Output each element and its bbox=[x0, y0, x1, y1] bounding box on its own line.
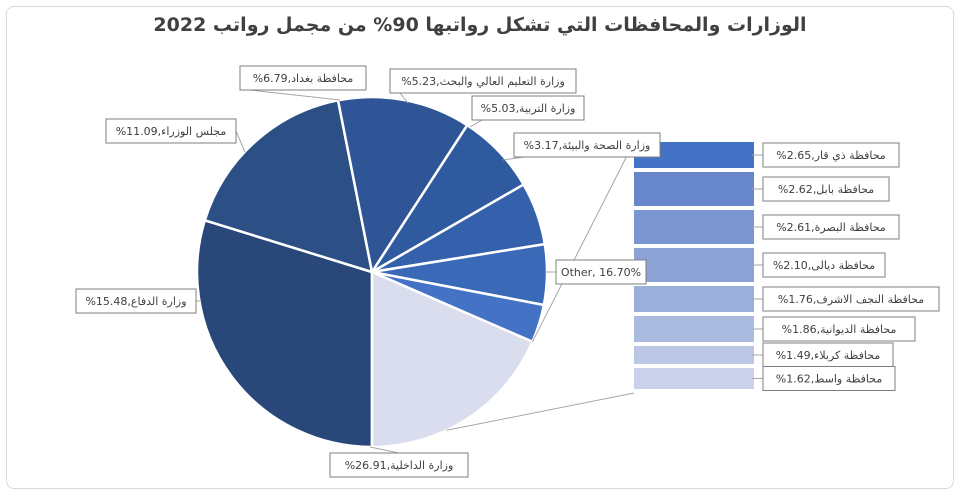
data-label: محافظة بغداد,6.79% bbox=[253, 72, 354, 85]
label-box bbox=[105, 118, 237, 144]
bar-data-label: محافظة ديالى,2.10% bbox=[752, 252, 886, 278]
pie-slice bbox=[336, 95, 469, 276]
bar-segment bbox=[634, 368, 754, 389]
label-box bbox=[513, 132, 661, 158]
label-box bbox=[762, 252, 886, 278]
label-box bbox=[762, 342, 894, 368]
bar-data-label: محافظة الديوانية,1.86% bbox=[752, 316, 916, 342]
data-label: محافظة النجف الاشرف,1.76% bbox=[778, 293, 924, 306]
bar-segment bbox=[634, 286, 754, 312]
bar-segment bbox=[634, 210, 754, 244]
data-label: وزارة التربية,5.03% bbox=[481, 102, 576, 115]
pie-data-label: وزارة الداخلية,26.91% bbox=[329, 446, 469, 478]
pie-data-label: مجلس الوزراء,11.09% bbox=[105, 118, 246, 153]
data-label: محافظة ذي قار,2.65% bbox=[776, 149, 886, 162]
label-leader-line bbox=[235, 130, 246, 153]
label-leader-line bbox=[369, 446, 400, 454]
data-label: محافظة ديالى,2.10% bbox=[773, 259, 875, 272]
bar-data-label: محافظة كربلاء,1.49% bbox=[752, 342, 894, 368]
bar-data-label: محافظة بابل,2.62% bbox=[752, 176, 890, 202]
data-label: محافظة كربلاء,1.49% bbox=[776, 349, 881, 362]
label-leader-line bbox=[469, 119, 483, 128]
label-box bbox=[329, 452, 469, 478]
connector-line-top bbox=[532, 141, 635, 343]
pie-data-label: Other, 16.70% bbox=[546, 259, 647, 285]
pie-data-label: وزارة التعليم العالي والبحث,5.23% bbox=[389, 68, 577, 104]
label-box bbox=[762, 176, 890, 202]
label-box bbox=[471, 95, 585, 121]
bar-data-label: محافظة ذي قار,2.65% bbox=[752, 142, 900, 168]
pie-data-label: وزارة الصحة والبيئة,3.17% bbox=[502, 132, 661, 161]
pie-slice bbox=[203, 98, 374, 274]
data-label: وزارة الداخلية,26.91% bbox=[345, 459, 454, 472]
data-label: مجلس الوزراء,11.09% bbox=[116, 125, 227, 138]
data-label: محافظة واسط,1.62% bbox=[776, 373, 883, 386]
bar-segments bbox=[634, 142, 754, 389]
data-label: Other, 16.70% bbox=[561, 266, 641, 279]
bar-data-label: محافظة البصرة,2.61% bbox=[752, 214, 900, 240]
connector-line-bottom bbox=[446, 392, 635, 431]
label-box bbox=[239, 65, 367, 91]
bar-segment bbox=[634, 172, 754, 206]
pie-data-label: وزارة الدفاع,15.48% bbox=[75, 288, 200, 314]
pie-slice bbox=[370, 270, 535, 449]
pie-slices bbox=[195, 95, 549, 449]
data-label: محافظة البصرة,2.61% bbox=[776, 221, 886, 234]
bar-data-label: محافظة واسط,1.62% bbox=[752, 366, 896, 391]
data-label: محافظة بابل,2.62% bbox=[778, 183, 874, 196]
label-box bbox=[762, 366, 896, 391]
label-leader-line bbox=[249, 89, 341, 101]
bar-data-label: محافظة النجف الاشرف,1.76% bbox=[752, 286, 940, 312]
label-box bbox=[762, 286, 940, 312]
label-box bbox=[762, 316, 916, 342]
label-box bbox=[555, 259, 647, 285]
pie-data-label: محافظة بغداد,6.79% bbox=[239, 65, 367, 101]
bar-segment bbox=[634, 248, 754, 282]
pie-slice bbox=[195, 218, 374, 449]
label-box bbox=[389, 68, 577, 94]
data-label: وزارة الدفاع,15.48% bbox=[85, 295, 186, 308]
chart-title: الوزارات والمحافظات التي تشكل رواتبها 90… bbox=[153, 14, 807, 36]
data-label: وزارة الصحة والبيئة,3.17% bbox=[524, 139, 651, 152]
pie-data-label: وزارة التربية,5.03% bbox=[469, 95, 585, 128]
label-box bbox=[762, 142, 900, 168]
data-label: وزارة التعليم العالي والبحث,5.23% bbox=[401, 75, 565, 88]
label-box bbox=[75, 288, 197, 314]
data-label: محافظة الديوانية,1.86% bbox=[782, 323, 897, 336]
bar-segment bbox=[634, 316, 754, 342]
label-box bbox=[762, 214, 900, 240]
bar-segment bbox=[634, 346, 754, 364]
label-leader-line bbox=[399, 92, 409, 104]
